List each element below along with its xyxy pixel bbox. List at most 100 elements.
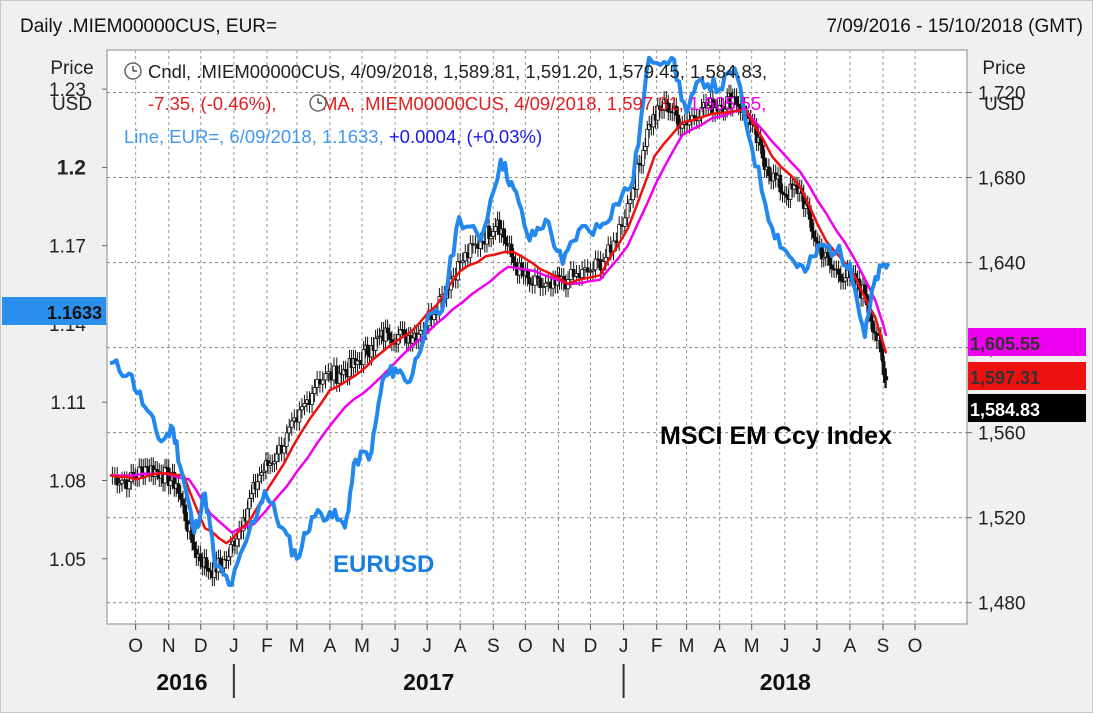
value-boxes: 1.1633 1,605.55 1,597.31 1,584.83 xyxy=(2,297,1086,422)
candle-body xyxy=(538,277,543,288)
candle-body xyxy=(870,320,875,333)
month-label: J xyxy=(390,636,400,657)
candle-body xyxy=(872,331,877,334)
eurusd-value-box xyxy=(2,297,106,325)
candle-body xyxy=(259,472,264,476)
candle-body xyxy=(571,269,576,277)
candle-body xyxy=(176,483,181,494)
candle-body xyxy=(398,329,403,336)
index-value-box-text: 1,584.83 xyxy=(970,400,1040,420)
candle-body xyxy=(489,235,494,240)
candle-body xyxy=(491,230,496,237)
month-label: M xyxy=(289,636,305,657)
candle-body xyxy=(631,187,636,201)
candle-body xyxy=(588,270,593,273)
candle-body xyxy=(513,262,518,268)
candle-body xyxy=(284,432,289,447)
candle-body xyxy=(843,277,848,282)
candle-body xyxy=(468,243,473,259)
candle-body xyxy=(181,498,185,506)
candle-body xyxy=(487,225,491,240)
eurusd-value-box-text: 1.1633 xyxy=(47,303,102,323)
candle-body xyxy=(341,368,346,376)
candle-body xyxy=(255,481,260,490)
ma-slow-value-box xyxy=(968,328,1086,356)
candle-body xyxy=(460,260,465,263)
candle-body xyxy=(226,556,231,561)
candle-body xyxy=(641,150,646,166)
left-axis-title: Price xyxy=(50,58,93,79)
candle-body xyxy=(829,264,834,270)
candle-body xyxy=(625,203,630,219)
candle-body xyxy=(591,269,595,272)
month-label: O xyxy=(908,636,923,657)
legend-segment: Line, EUR=, 6/09/2018, 1.1633, xyxy=(124,126,389,147)
candle-body xyxy=(643,145,648,151)
eurusd-line xyxy=(109,55,891,587)
candle-body xyxy=(155,469,160,473)
candle-body xyxy=(628,199,633,204)
candle-body xyxy=(760,144,765,159)
candle-body xyxy=(117,482,122,486)
candle-body xyxy=(373,337,378,351)
candle-body xyxy=(884,376,889,381)
candle-body xyxy=(593,258,598,271)
index-value-box xyxy=(968,394,1086,422)
candle-body xyxy=(183,504,188,522)
candle-body xyxy=(543,282,548,287)
candle-body xyxy=(734,96,739,105)
candle-body xyxy=(377,335,382,338)
candle-body xyxy=(247,497,252,510)
candle-body xyxy=(245,508,250,522)
legend: Cndl, .MIEM00000CUS, 4/09/2018, 1,589.81… xyxy=(124,61,767,147)
month-label: O xyxy=(518,636,533,657)
candle-body xyxy=(310,393,314,405)
candle-body xyxy=(535,275,540,279)
legend-segment: Cndl, .MIEM00000CUS, 4/09/2018, 1,589.81… xyxy=(148,61,767,82)
candle-body xyxy=(361,349,366,366)
candle-body xyxy=(343,368,348,372)
candle-body xyxy=(168,480,173,487)
candle-body xyxy=(272,461,277,465)
candle-body xyxy=(503,236,508,245)
candle-body xyxy=(862,284,867,295)
candle-body xyxy=(198,553,203,562)
candle-body xyxy=(312,387,317,394)
candle-body xyxy=(767,166,771,177)
candle-body xyxy=(235,538,239,547)
candle-body xyxy=(836,268,841,275)
candle-body xyxy=(666,102,671,113)
left-tick-label: 1.2 xyxy=(57,156,86,179)
candle-body xyxy=(323,373,328,381)
candle-body xyxy=(120,479,124,484)
candle-body xyxy=(580,269,584,278)
month-label: S xyxy=(877,636,890,657)
left-tick-label: 1.05 xyxy=(49,550,86,571)
month-label: J xyxy=(229,636,239,657)
legend-row: Line, EUR=, 6/09/2018, 1.1633, +0.0004, … xyxy=(124,126,542,147)
candle-body xyxy=(287,426,292,434)
month-label: F xyxy=(651,636,663,657)
right-tick-label: 1,640 xyxy=(978,254,1026,275)
ma-fast-value-box xyxy=(968,362,1086,390)
candle-body xyxy=(300,406,304,411)
month-label: O xyxy=(128,636,143,657)
right-tick-label: 1,520 xyxy=(978,509,1026,530)
candle-body xyxy=(838,273,843,282)
candle-body xyxy=(127,481,132,490)
right-tick-label: 1,480 xyxy=(978,594,1026,615)
left-tick-label: 1.23 xyxy=(49,80,86,101)
month-label: M xyxy=(354,636,370,657)
left-tick-label: 1.17 xyxy=(49,237,86,258)
candle-body xyxy=(680,124,685,129)
candle-body xyxy=(192,541,197,550)
candle-body xyxy=(206,567,211,572)
candle-body xyxy=(762,157,767,170)
candle-body xyxy=(257,474,262,483)
month-label: N xyxy=(162,636,176,657)
candle-body xyxy=(302,403,307,408)
month-label: A xyxy=(454,636,467,657)
legend-segment: 1,605.55, xyxy=(689,93,766,114)
